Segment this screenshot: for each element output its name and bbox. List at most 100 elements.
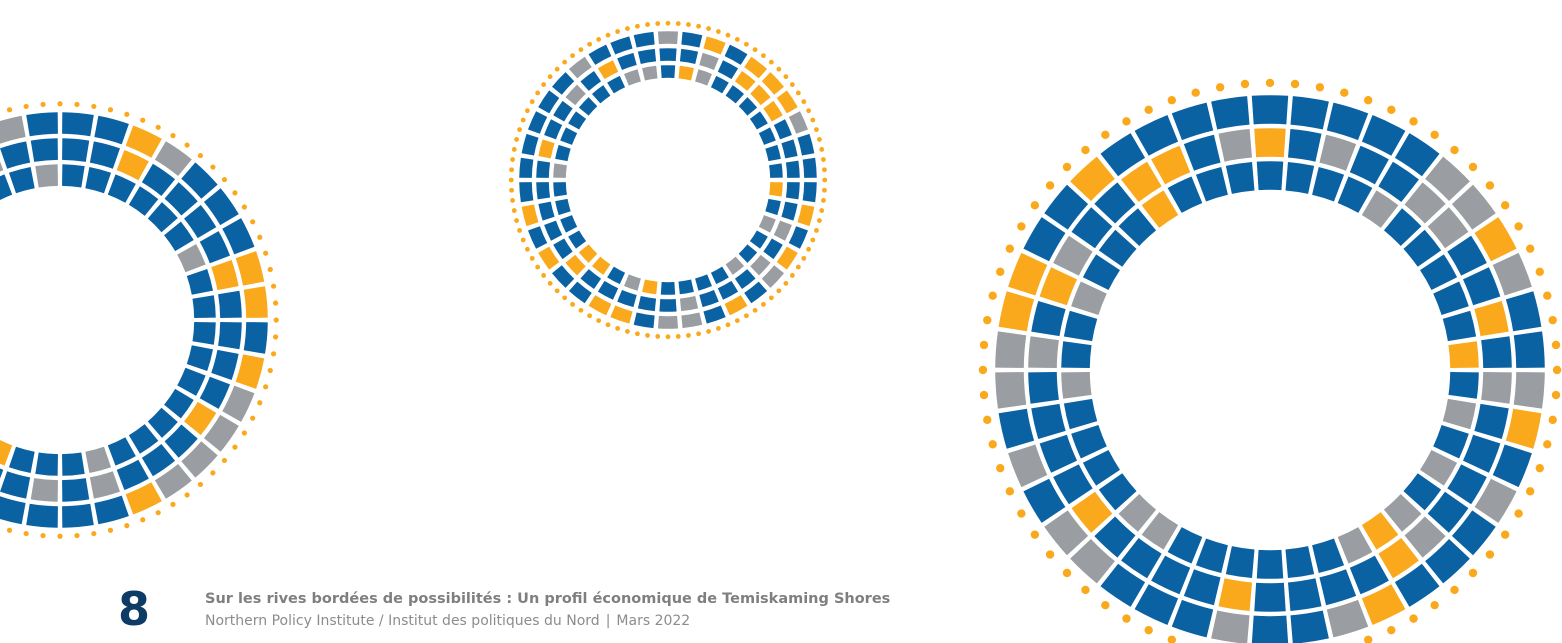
ring-segment bbox=[995, 331, 1027, 368]
ring-dot bbox=[250, 415, 256, 421]
ring-dot bbox=[821, 198, 826, 203]
ring-segment bbox=[1442, 398, 1477, 430]
ring-segment bbox=[1008, 444, 1048, 488]
ring-segment bbox=[658, 315, 678, 329]
ring-right bbox=[978, 78, 1562, 643]
ring-segment bbox=[797, 204, 815, 227]
ring-segment bbox=[1118, 494, 1157, 532]
footer-separator: | bbox=[605, 613, 611, 629]
ring-dot bbox=[554, 66, 560, 72]
ring-segment bbox=[568, 111, 587, 130]
ring-dot bbox=[140, 117, 146, 123]
ring-segment bbox=[544, 220, 563, 241]
ring-dot bbox=[625, 329, 630, 334]
ring-segment bbox=[35, 452, 58, 476]
ring-dot bbox=[983, 315, 992, 325]
ring-dot bbox=[562, 59, 568, 65]
ring-segment bbox=[1403, 473, 1442, 511]
ring-dot bbox=[40, 101, 46, 108]
ring-dot bbox=[1535, 267, 1544, 277]
ring-segment bbox=[1023, 478, 1066, 523]
ring-dot bbox=[241, 204, 247, 210]
ring-segment bbox=[85, 166, 112, 194]
ring-dot bbox=[1045, 181, 1055, 190]
ring-segment bbox=[776, 90, 798, 114]
ring-segment bbox=[1053, 464, 1093, 505]
ring-dot bbox=[184, 142, 190, 148]
ring-dot bbox=[535, 90, 541, 96]
ring-dot bbox=[57, 101, 63, 107]
ring-segment bbox=[1031, 300, 1066, 337]
ring-segment bbox=[1337, 176, 1373, 213]
ring-segment bbox=[781, 139, 798, 159]
ring-segment bbox=[555, 144, 571, 162]
ring-dot bbox=[155, 510, 161, 516]
ring-segment bbox=[553, 182, 567, 197]
ring-dot bbox=[806, 108, 811, 114]
ring-segment bbox=[1290, 96, 1329, 130]
ring-segment bbox=[94, 115, 129, 145]
ring-segment bbox=[1071, 491, 1113, 533]
footer-document-title: Sur les rives bordées de possibilités : … bbox=[205, 591, 891, 607]
ring-segment bbox=[1183, 569, 1221, 606]
ring-dot bbox=[1535, 463, 1544, 473]
ring-dot bbox=[1525, 487, 1535, 496]
ring-dot bbox=[272, 334, 279, 340]
ring-segment bbox=[1195, 166, 1228, 202]
ring-segment bbox=[62, 164, 85, 188]
ring-dot bbox=[696, 331, 701, 337]
ring-segment bbox=[553, 238, 573, 260]
ring-dot bbox=[1485, 181, 1495, 190]
ring-segment bbox=[0, 496, 26, 525]
ring-dot bbox=[554, 288, 560, 294]
ring-segment bbox=[552, 265, 575, 288]
ring-dot bbox=[635, 331, 640, 337]
ring-segment bbox=[528, 226, 548, 249]
ring-segment bbox=[1420, 450, 1458, 486]
ring-dot bbox=[6, 107, 13, 113]
ring-segment bbox=[565, 254, 586, 276]
ring-dot bbox=[1081, 145, 1090, 155]
ring-dot bbox=[1167, 635, 1177, 643]
ring-segment bbox=[624, 274, 641, 291]
ring-segment bbox=[1349, 555, 1389, 595]
ring-dot bbox=[814, 127, 819, 133]
ring-segment bbox=[580, 70, 602, 91]
ring-segment bbox=[802, 157, 817, 178]
ring-dot bbox=[23, 530, 29, 537]
ring-dot bbox=[509, 187, 514, 193]
ring-dot bbox=[988, 440, 997, 449]
ring-dot bbox=[1514, 509, 1523, 518]
ring-segment bbox=[750, 254, 771, 276]
ring-dot bbox=[1363, 635, 1373, 643]
ring-dot bbox=[605, 322, 611, 328]
ring-segment bbox=[797, 133, 815, 156]
ring-segment bbox=[1285, 546, 1315, 579]
ring-segment bbox=[1171, 102, 1214, 141]
ring-dot bbox=[267, 367, 273, 374]
ring-segment bbox=[597, 280, 619, 300]
ring-segment bbox=[1254, 582, 1286, 612]
ring-segment bbox=[1481, 372, 1512, 404]
ring-segment bbox=[125, 125, 162, 158]
footer-date: Mars 2022 bbox=[616, 613, 691, 629]
ring-segment bbox=[1063, 398, 1098, 430]
ring-segment bbox=[199, 376, 231, 409]
ring-segment bbox=[1171, 599, 1214, 638]
ring-segment bbox=[199, 231, 231, 264]
ring-segment bbox=[1462, 267, 1501, 306]
ring-segment bbox=[85, 446, 112, 474]
ring-dot bbox=[752, 307, 758, 313]
ring-segment bbox=[235, 251, 265, 286]
ring-dot bbox=[587, 313, 593, 319]
ring-dot bbox=[529, 99, 535, 105]
ring-segment bbox=[218, 322, 242, 350]
ring-segment bbox=[1404, 182, 1446, 224]
ring-segment bbox=[624, 69, 641, 86]
ring-segment bbox=[1312, 538, 1345, 574]
ring-dot bbox=[510, 157, 515, 162]
ring-segment bbox=[538, 201, 555, 221]
ring-dot bbox=[979, 390, 989, 400]
ring-dot bbox=[1144, 105, 1153, 115]
